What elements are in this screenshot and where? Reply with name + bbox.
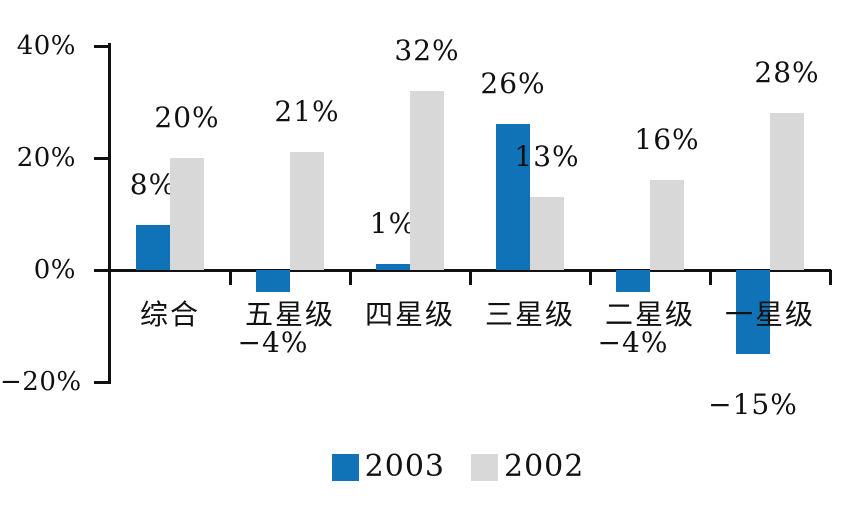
value-label-2003-4: −4% [597,326,669,360]
value-label-2002-2: 32% [394,33,460,67]
bar-2003-1 [256,270,290,293]
value-label-2002-3: 13% [514,140,580,174]
category-label-0: 综合 [139,298,200,331]
value-label-2002-5: 28% [754,56,820,90]
y-axis-line [108,43,111,384]
bar-2003-0 [136,225,170,270]
bar-2003-3 [496,124,530,270]
value-label-2003-0: 8% [129,168,177,202]
category-label-5: 一星级 [724,298,815,331]
x-axis-tick-2 [468,270,472,285]
value-label-2003-2: 1% [369,207,417,241]
bar-2003-4 [616,270,650,293]
bar-2002-2 [410,90,444,270]
y-axis-label-0: 40% [16,31,76,61]
value-label-2002-1: 21% [274,95,340,129]
legend-swatch-2002 [471,453,498,481]
y-axis-tick-1 [94,156,110,160]
legend: 2003 2002 [30,450,856,484]
x-axis-tick-5 [828,270,832,285]
y-axis-label-2: 0% [33,255,76,285]
legend-item-2003: 2003 [331,449,445,484]
x-axis-tick-4 [708,270,712,285]
legend-item-2002: 2002 [471,450,584,484]
y-axis-tick-3 [94,380,110,384]
bar-2002-1 [290,152,324,270]
bar-2002-5 [770,113,804,270]
y-axis-label-3: −20% [0,367,82,397]
bar-2002-0 [170,158,204,270]
bar-2002-3 [530,197,564,270]
bar-2003-5 [736,270,770,354]
value-label-2003-3: 26% [480,67,546,101]
x-axis-tick-1 [348,270,352,285]
y-axis-tick-2 [94,268,110,272]
value-label-2002-4: 16% [634,123,700,157]
value-label-2002-0: 20% [154,101,220,134]
x-axis-tick-0 [228,270,232,285]
legend-label-2002: 2002 [504,449,585,484]
y-axis-label-1: 20% [16,143,76,173]
category-label-4: 二星级 [604,298,695,331]
bar-2002-4 [650,180,684,270]
category-label-2: 四星级 [364,298,455,331]
y-axis-tick-0 [94,44,110,48]
category-label-1: 五星级 [244,298,335,331]
legend-label-2003: 2003 [364,449,445,484]
value-label-2003-5: −15% [708,388,798,421]
category-label-3: 三星级 [484,298,575,331]
bar-2003-2 [376,264,410,270]
value-label-2003-1: −4% [237,326,309,360]
x-axis-tick-3 [588,270,592,285]
legend-swatch-2003 [331,453,359,481]
